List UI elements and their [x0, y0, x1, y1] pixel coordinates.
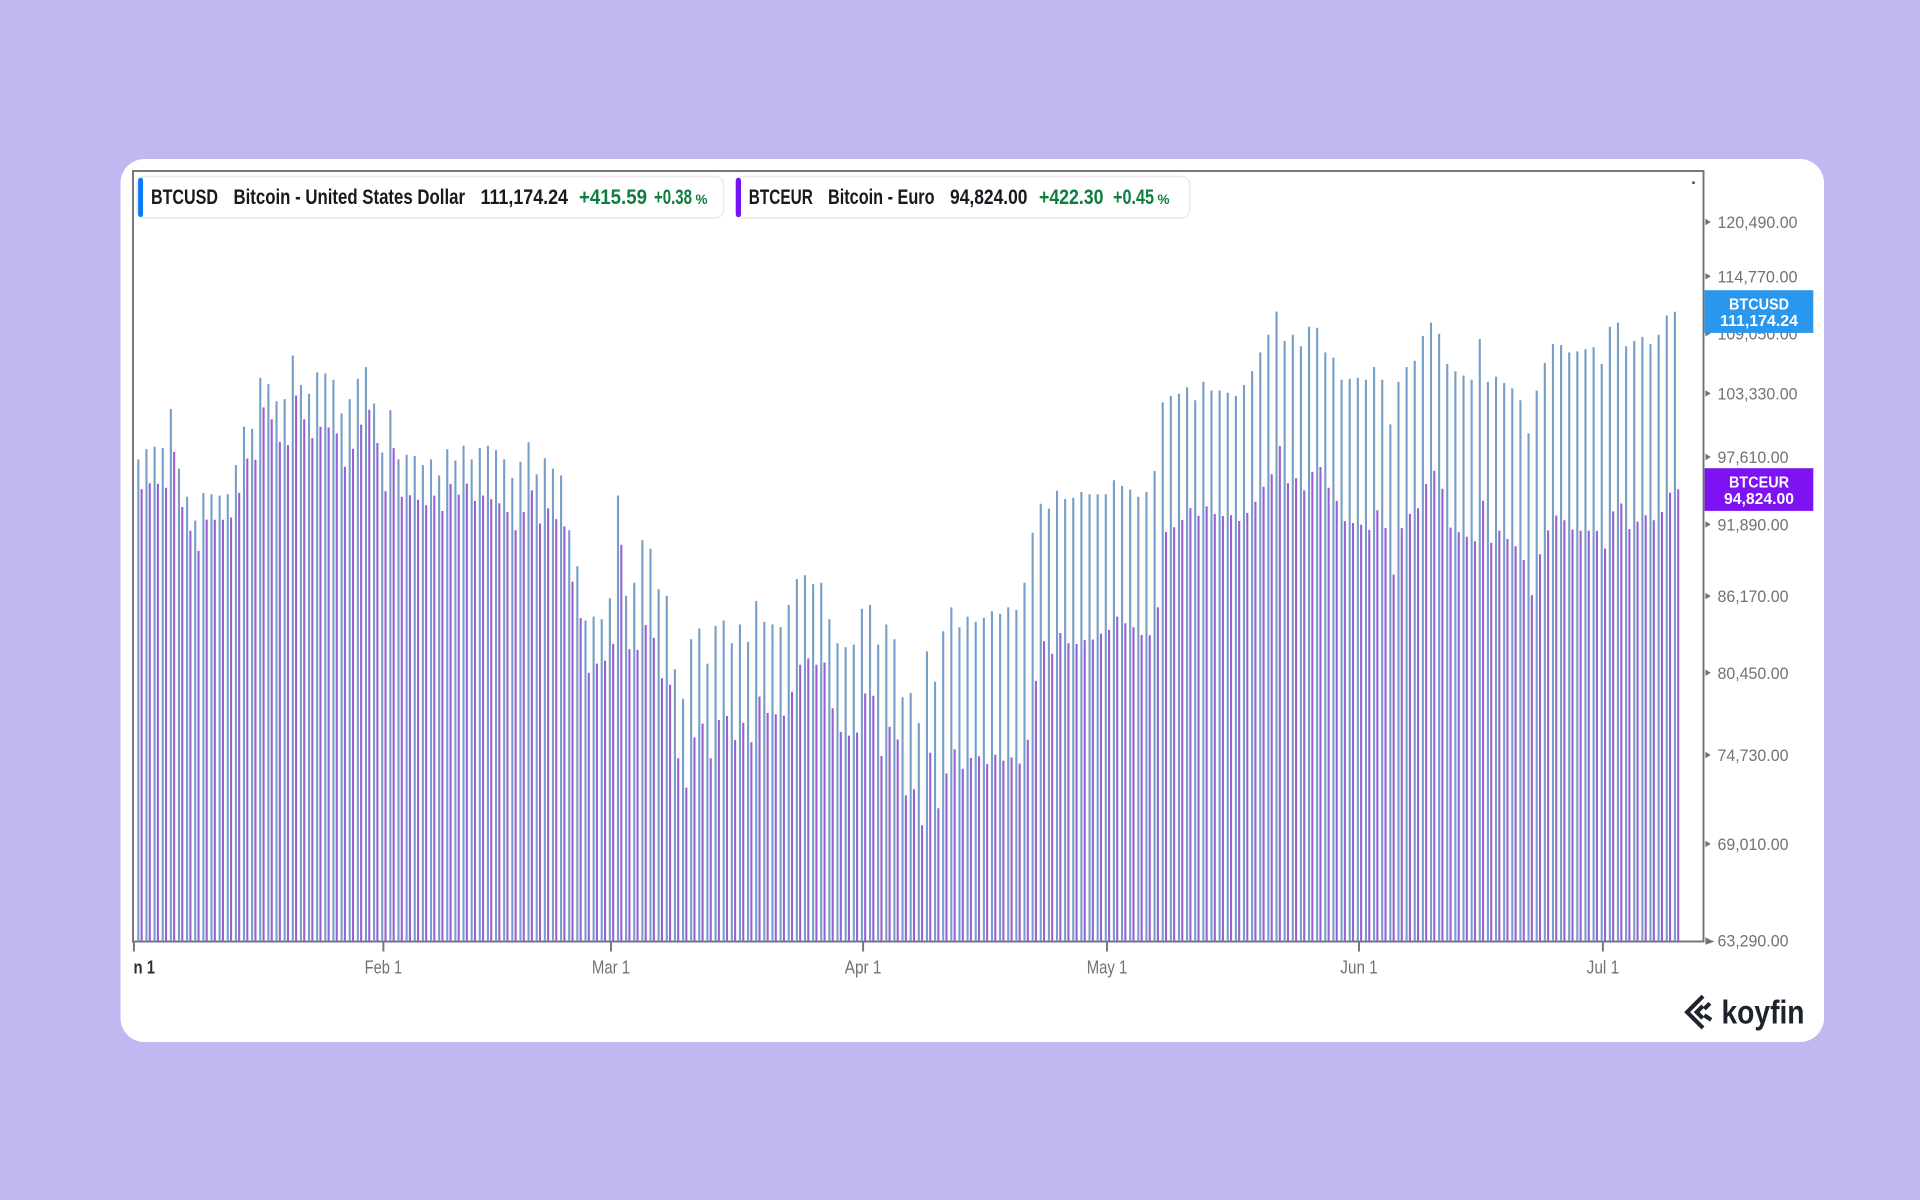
svg-text:koyfin: koyfin [1722, 995, 1805, 1032]
svg-text:+0.38: +0.38 [654, 185, 692, 209]
svg-text:n 1: n 1 [134, 957, 156, 978]
svg-text:May 1: May 1 [1087, 958, 1128, 978]
svg-text:BTCUSD: BTCUSD [1729, 297, 1789, 314]
svg-text:Feb 1: Feb 1 [365, 958, 403, 978]
svg-text:114,770.00: 114,770.00 [1718, 267, 1798, 286]
svg-text:%: % [696, 192, 708, 207]
svg-text:BTCUSD: BTCUSD [151, 185, 218, 209]
svg-text:97,610.00: 97,610.00 [1718, 448, 1789, 467]
svg-text:69,010.00: 69,010.00 [1718, 835, 1789, 854]
svg-text:63,290.00: 63,290.00 [1718, 932, 1789, 951]
svg-text:+0.45: +0.45 [1113, 185, 1154, 209]
svg-text:Bitcoin - Euro: Bitcoin - Euro [828, 185, 935, 209]
svg-text:111,174.24: 111,174.24 [1720, 313, 1798, 330]
svg-text:120,490.00: 120,490.00 [1718, 213, 1798, 232]
svg-text:Jun 1: Jun 1 [1340, 958, 1377, 978]
svg-text:Jul 1: Jul 1 [1587, 958, 1620, 978]
svg-text:+415.59: +415.59 [579, 185, 647, 209]
svg-text:BTCEUR: BTCEUR [1729, 475, 1789, 492]
svg-text:74,730.00: 74,730.00 [1718, 746, 1789, 765]
svg-text:Mar 1: Mar 1 [592, 958, 630, 978]
svg-text:111,174.24: 111,174.24 [481, 185, 569, 209]
svg-text:%: % [1158, 192, 1170, 207]
svg-text:94,824.00: 94,824.00 [950, 185, 1028, 209]
svg-text:Bitcoin - United States Dollar: Bitcoin - United States Dollar [234, 185, 466, 209]
svg-text:94,824.00: 94,824.00 [1724, 491, 1794, 508]
svg-text:BTCEUR: BTCEUR [749, 185, 813, 209]
svg-text:86,170.00: 86,170.00 [1718, 587, 1789, 606]
svg-text:91,890.00: 91,890.00 [1718, 516, 1789, 535]
svg-text:80,450.00: 80,450.00 [1718, 664, 1789, 683]
svg-text:Apr 1: Apr 1 [845, 958, 882, 978]
svg-text:+422.30: +422.30 [1039, 185, 1104, 209]
svg-text:103,330.00: 103,330.00 [1718, 385, 1798, 404]
